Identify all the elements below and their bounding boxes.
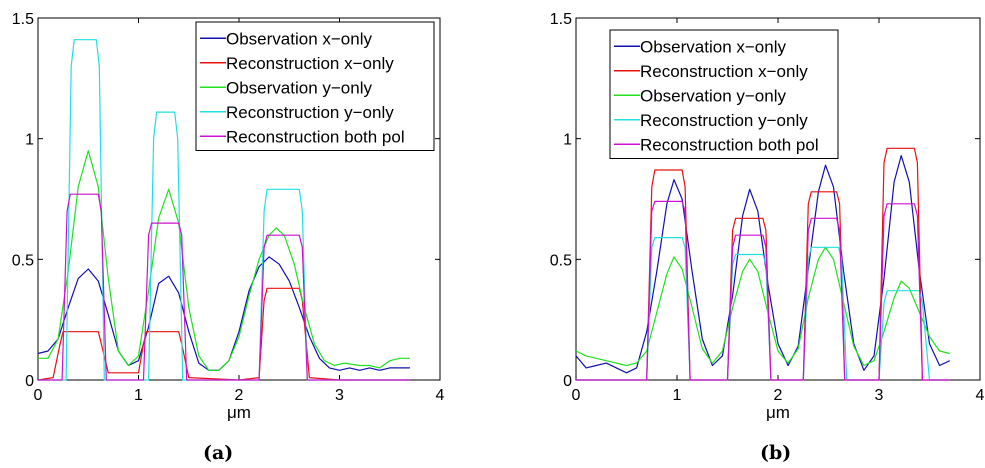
- x-axis-label: μm: [766, 403, 790, 422]
- legend-label: Reconstruction both pol: [226, 127, 405, 146]
- legend-label: Reconstruction y−only: [640, 111, 808, 130]
- caption-a: (a): [203, 442, 234, 464]
- y-tick-label: 0.5: [12, 252, 34, 269]
- caption-b: (b): [760, 442, 792, 464]
- series-line-reconstruction-y-only: [38, 39, 410, 381]
- y-tick-label: 0: [25, 373, 34, 390]
- chart-panel-a: 0 1 2 3 4 0 0.5 1 1.5 μm Observation x−only Reconst…: [0, 0, 460, 468]
- x-tick-label: 1: [673, 387, 682, 404]
- legend-label: Observation y−only: [226, 78, 372, 97]
- x-tick-label: 3: [875, 387, 884, 404]
- x-axis-label: μm: [227, 403, 251, 422]
- legend-label: Observation x−only: [640, 37, 786, 56]
- y-tick-label: 1: [563, 132, 572, 149]
- series-line-observation-y-only: [575, 246, 950, 367]
- chart-panel-b: 0 1 2 3 4 0 0.5 1 1.5 μm Observation x−only Reconst…: [530, 0, 985, 468]
- series-line-reconstruction-both-pol: [38, 193, 410, 381]
- series-line-reconstruction-both-pol: [576, 200, 950, 381]
- y-tick-label: 1.5: [550, 11, 572, 28]
- legend-label: Observation y−only: [640, 86, 786, 105]
- y-tick-label: 1.5: [12, 11, 34, 28]
- y-tick-label: 0.5: [550, 252, 572, 269]
- x-tick-label: 3: [335, 387, 344, 404]
- x-tick-label: 2: [235, 387, 244, 404]
- chart-a: 0 1 2 3 4 0 0.5 1 1.5 μm Observation x−only Reconst…: [12, 11, 445, 422]
- chart-b: 0 1 2 3 4 0 0.5 1 1.5 μm Observation x−only Reconst…: [550, 11, 985, 422]
- x-tick-label: 1: [134, 387, 143, 404]
- legend-label: Reconstruction x−only: [640, 62, 808, 81]
- x-tick-label: 0: [572, 387, 581, 404]
- legend-box: [195, 21, 435, 151]
- legend-label: Reconstruction y−only: [226, 103, 394, 122]
- x-tick-label: 0: [34, 387, 43, 404]
- y-tick-label: 1: [25, 132, 34, 149]
- legend-label: Reconstruction both pol: [640, 135, 819, 154]
- legend-label: Reconstruction x−only: [226, 54, 394, 73]
- x-tick-label: 4: [436, 387, 445, 404]
- x-tick-label: 2: [774, 387, 783, 404]
- legend-label: Observation x−only: [226, 29, 372, 48]
- legend-box: [609, 29, 839, 159]
- y-tick-label: 0: [563, 373, 572, 390]
- x-tick-label: 4: [976, 387, 985, 404]
- series-line-observation-x-only: [575, 155, 950, 374]
